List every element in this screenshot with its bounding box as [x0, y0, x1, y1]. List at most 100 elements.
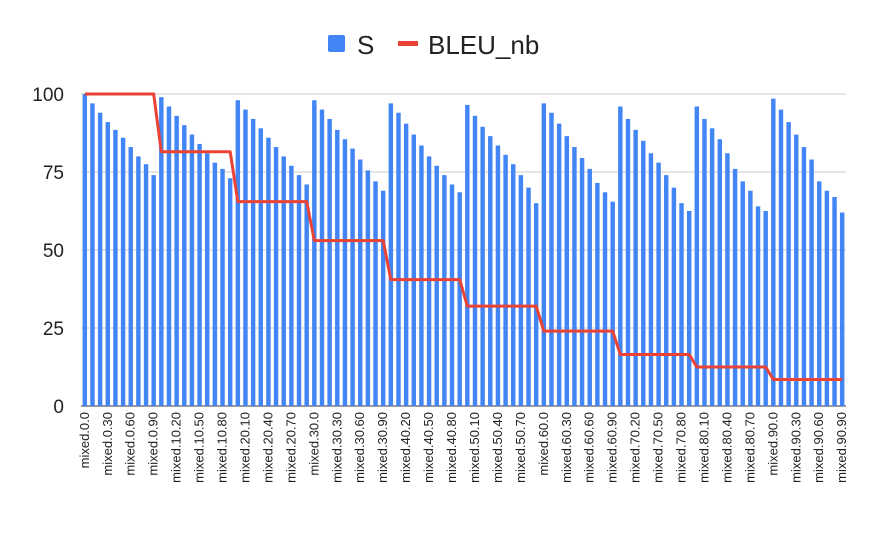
bar-s — [335, 129, 340, 406]
legend-label-bleu-nb: BLEU_nb — [428, 30, 539, 60]
x-tick-label: mixed.80.40 — [719, 412, 734, 483]
y-tick-label: 100 — [32, 85, 64, 106]
bar-s — [533, 203, 539, 406]
legend-label-s: S — [357, 30, 374, 60]
bar-s — [824, 190, 830, 406]
x-tick-label: mixed.70.80 — [674, 412, 689, 483]
bar-s — [227, 178, 233, 406]
bar-s — [312, 100, 317, 407]
x-tick-label: mixed.50.40 — [490, 412, 505, 483]
bar-s — [786, 122, 791, 406]
bar-s — [128, 147, 133, 407]
legend-swatch-s — [328, 35, 345, 52]
x-tick-label: mixed.10.80 — [215, 412, 230, 483]
bar-s — [419, 145, 424, 407]
bar-s — [671, 187, 677, 406]
bar-s — [243, 109, 248, 406]
bar-s — [549, 112, 554, 406]
y-tick-label: 75 — [43, 163, 64, 184]
x-tick-label: mixed.70.20 — [628, 412, 643, 483]
bar-s — [250, 118, 256, 407]
bar-s — [694, 106, 700, 406]
bar-s — [709, 128, 715, 406]
bar-s — [488, 136, 493, 406]
bar-s — [174, 115, 179, 406]
bar-s — [151, 175, 156, 406]
bar-s — [472, 115, 478, 406]
bar-s — [365, 170, 371, 406]
bar-s — [342, 139, 348, 407]
bar-s — [817, 181, 822, 406]
bar-s — [595, 182, 600, 406]
bar-s — [442, 175, 447, 406]
x-tick-label: mixed.10.20 — [169, 412, 184, 483]
bar-s — [801, 147, 807, 407]
bar-s — [120, 137, 126, 406]
bar-s — [220, 168, 225, 406]
x-tick-label: mixed.0.30 — [100, 412, 115, 476]
bar-s — [641, 140, 646, 407]
bar-s — [319, 109, 325, 406]
bar-s — [258, 128, 263, 406]
line-bleu-nb — [84, 92, 843, 381]
bar-s — [457, 192, 462, 406]
bar-s — [465, 104, 470, 407]
bar-s — [90, 103, 95, 407]
bar-s — [434, 165, 439, 406]
y-axis-tick-labels: 0 25 50 75 100 — [32, 85, 64, 418]
bar-s — [625, 118, 631, 407]
bar-s — [572, 147, 577, 407]
bar-s — [556, 123, 562, 406]
x-tick-label: mixed.30.30 — [329, 412, 344, 483]
y-tick-label: 50 — [43, 241, 64, 262]
bar-s — [449, 184, 455, 406]
x-tick-label: mixed.20.40 — [260, 412, 275, 483]
bar-s — [411, 134, 416, 406]
bar-s — [618, 106, 623, 406]
bar-s — [105, 122, 110, 406]
x-tick-label: mixed.50.70 — [513, 412, 528, 483]
bar-s — [159, 97, 164, 407]
bar-s — [648, 153, 654, 406]
bar-s — [602, 192, 608, 406]
bar-s — [136, 156, 141, 406]
bar-s — [763, 211, 768, 406]
x-axis-tick-labels: mixed.0.0 mixed.0.30 mixed.0.60 mixed.0.90 m… — [77, 412, 849, 483]
x-tick-label: mixed.60.90 — [605, 412, 620, 483]
bar-s — [702, 118, 707, 407]
bar-s — [511, 164, 516, 406]
x-tick-label: mixed.0.60 — [123, 412, 138, 476]
bar-s — [327, 118, 332, 407]
bar-s — [664, 175, 669, 406]
x-tick-label: mixed.30.60 — [352, 412, 367, 483]
x-tick-label: mixed.20.70 — [283, 412, 298, 483]
bar-s — [281, 156, 286, 406]
bar-s — [839, 212, 845, 406]
x-tick-label: mixed.40.20 — [398, 412, 413, 483]
x-tick-label: mixed.30.0 — [306, 412, 321, 476]
x-tick-label: mixed.40.50 — [421, 412, 436, 483]
bar-s — [518, 175, 524, 406]
bar-s — [426, 156, 432, 406]
bar-s — [373, 181, 378, 406]
bar-s — [212, 162, 218, 406]
bar-s — [273, 147, 279, 407]
bar-s — [289, 165, 294, 406]
bar-s — [235, 100, 241, 407]
x-tick-label: mixed.10.50 — [192, 412, 207, 483]
bar-s — [113, 129, 118, 406]
bar-s — [633, 129, 638, 406]
x-tick-label: mixed.50.10 — [467, 412, 482, 483]
bar-s — [388, 103, 394, 407]
x-tick-label: mixed.0.90 — [146, 412, 161, 476]
bar-s — [205, 153, 210, 406]
bar-s — [564, 136, 569, 406]
bar-s — [725, 153, 730, 406]
x-tick-label: mixed.90.0 — [765, 412, 780, 476]
y-tick-label: 0 — [53, 397, 64, 418]
bar-s — [832, 196, 837, 406]
bar-s — [587, 168, 592, 406]
bar-s — [503, 154, 508, 406]
bar-s — [778, 109, 784, 406]
